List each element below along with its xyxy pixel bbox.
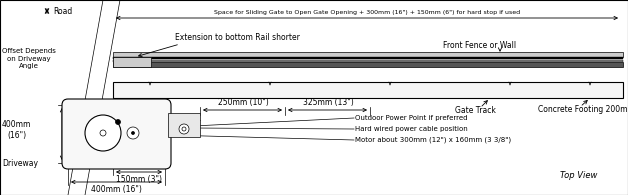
Circle shape	[179, 124, 189, 134]
Bar	[113, 60, 623, 62]
Text: Road: Road	[53, 6, 72, 15]
Bar	[113, 62, 623, 67]
Text: Gate Track: Gate Track	[455, 106, 496, 115]
Circle shape	[182, 127, 186, 131]
Text: Space for Sliding Gate to Open Gate Opening + 300mm (16") + 150mm (6") for hard : Space for Sliding Gate to Open Gate Open…	[214, 10, 520, 15]
Text: Front Fence or Wall: Front Fence or Wall	[443, 41, 517, 50]
FancyBboxPatch shape	[62, 99, 171, 169]
Circle shape	[85, 115, 121, 151]
Text: Offset Depends
on Driveway
Angle: Offset Depends on Driveway Angle	[2, 48, 56, 69]
Bar	[168, 113, 200, 137]
Text: Driveway: Driveway	[2, 159, 38, 168]
Bar	[113, 57, 151, 67]
Text: Outdoor Power Point if preferred: Outdoor Power Point if preferred	[355, 115, 467, 121]
Text: 400mm
(16"): 400mm (16")	[2, 120, 31, 140]
Text: 325mm (13"): 325mm (13")	[303, 98, 354, 107]
Circle shape	[116, 120, 121, 124]
Text: Concrete Footing 200mm+ (8"): Concrete Footing 200mm+ (8")	[538, 105, 628, 114]
Bar	[113, 57, 623, 59]
Text: 400mm (16"): 400mm (16")	[90, 185, 141, 194]
Text: 150mm (3"): 150mm (3")	[116, 175, 162, 184]
Text: Motor about 300mm (12") x 160mm (3 3/8"): Motor about 300mm (12") x 160mm (3 3/8")	[355, 137, 511, 143]
Circle shape	[100, 130, 106, 136]
Text: Extension to bottom Rail shorter: Extension to bottom Rail shorter	[175, 33, 300, 42]
Text: 250mm (10"): 250mm (10")	[218, 98, 268, 107]
Text: Hard wired power cable position: Hard wired power cable position	[355, 126, 468, 132]
Circle shape	[127, 127, 139, 139]
Bar	[113, 82, 623, 98]
Bar	[113, 52, 623, 57]
Circle shape	[131, 131, 134, 135]
Text: Top View: Top View	[560, 170, 597, 180]
